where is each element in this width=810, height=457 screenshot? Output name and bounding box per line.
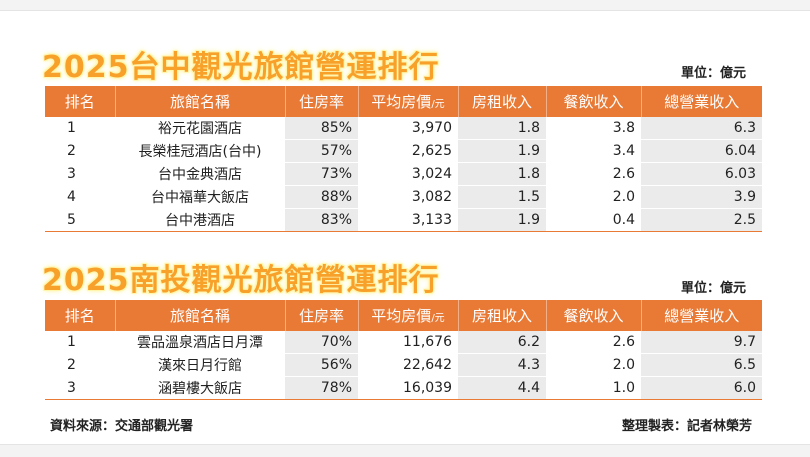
table-row: 3 台中金典酒店 73% 3,024 1.8 2.6 6.03 bbox=[45, 162, 762, 186]
top-border bbox=[0, 0, 810, 11]
cell-occupancy: 56% bbox=[285, 353, 358, 377]
cell-total-revenue: 6.04 bbox=[641, 139, 762, 163]
cell-occupancy: 83% bbox=[285, 208, 358, 232]
taichung-title: 2025台中觀光旅館營運排行 bbox=[42, 50, 440, 85]
cell-food-revenue: 0.4 bbox=[546, 208, 641, 232]
cell-food-revenue: 3.4 bbox=[546, 139, 641, 163]
header-rank: 排名 bbox=[45, 300, 116, 331]
cell-rank: 2 bbox=[45, 139, 115, 163]
cell-rank: 5 bbox=[45, 208, 115, 232]
table-row: 3 涵碧樓大飯店 78% 16,039 4.4 1.0 6.0 bbox=[45, 376, 762, 400]
cell-avg-price: 3,970 bbox=[358, 117, 458, 140]
header-total-revenue: 總營業收入 bbox=[641, 86, 762, 117]
cell-avg-price: 3,082 bbox=[358, 185, 458, 209]
nantou-table-body: 1 雲品溫泉酒店日月潭 70% 11,676 6.2 2.6 9.7 2 漢來日… bbox=[45, 331, 762, 400]
cell-food-revenue: 2.6 bbox=[546, 331, 641, 354]
header-room-revenue: 房租收入 bbox=[458, 86, 547, 117]
taichung-unit-label: 單位：億元 bbox=[680, 66, 746, 81]
cell-avg-price: 22,642 bbox=[358, 353, 458, 377]
cell-hotel-name: 雲品溫泉酒店日月潭 bbox=[115, 331, 285, 354]
cell-avg-price: 11,676 bbox=[358, 331, 458, 354]
cell-food-revenue: 2.0 bbox=[546, 185, 641, 209]
cell-avg-price: 3,133 bbox=[358, 208, 458, 232]
cell-room-revenue: 1.9 bbox=[458, 208, 546, 232]
cell-hotel-name: 涵碧樓大飯店 bbox=[115, 376, 285, 400]
header-rank: 排名 bbox=[45, 86, 116, 117]
header-avg-price-unit: /元 bbox=[431, 99, 445, 110]
cell-occupancy: 57% bbox=[285, 139, 358, 163]
nantou-unit-label: 單位：億元 bbox=[680, 281, 746, 296]
cell-room-revenue: 1.8 bbox=[458, 117, 546, 140]
cell-rank: 1 bbox=[45, 331, 115, 354]
header-avg-price: 平均房價/元 bbox=[358, 300, 459, 331]
cell-total-revenue: 9.7 bbox=[641, 331, 762, 354]
cell-total-revenue: 6.3 bbox=[641, 117, 762, 140]
cell-avg-price: 2,625 bbox=[358, 139, 458, 163]
table-row: 2 漢來日月行館 56% 22,642 4.3 2.0 6.5 bbox=[45, 353, 762, 377]
cell-rank: 1 bbox=[45, 117, 115, 140]
cell-food-revenue: 2.6 bbox=[546, 162, 641, 186]
cell-total-revenue: 6.5 bbox=[641, 353, 762, 377]
cell-hotel-name: 裕元花園酒店 bbox=[115, 117, 285, 140]
table-row: 1 雲品溫泉酒店日月潭 70% 11,676 6.2 2.6 9.7 bbox=[45, 331, 762, 354]
cell-total-revenue: 6.0 bbox=[641, 376, 762, 400]
cell-hotel-name: 台中港酒店 bbox=[115, 208, 285, 232]
nantou-title: 2025南投觀光旅館營運排行 bbox=[42, 263, 440, 298]
cell-room-revenue: 4.4 bbox=[458, 376, 546, 400]
cell-total-revenue: 6.03 bbox=[641, 162, 762, 186]
header-occupancy: 住房率 bbox=[285, 86, 359, 117]
cell-rank: 4 bbox=[45, 185, 115, 209]
bottom-border bbox=[0, 444, 810, 457]
nantou-ranking-table: 排名 旅館名稱 住房率 平均房價/元 房租收入 餐飲收入 總營業收入 1 雲品溫… bbox=[45, 300, 762, 400]
cell-food-revenue: 3.8 bbox=[546, 117, 641, 140]
cell-avg-price: 16,039 bbox=[358, 376, 458, 400]
cell-occupancy: 88% bbox=[285, 185, 358, 209]
cell-hotel-name: 台中福華大飯店 bbox=[115, 185, 285, 209]
header-hotel-name: 旅館名稱 bbox=[115, 86, 286, 117]
cell-hotel-name: 長榮桂冠酒店(台中) bbox=[115, 139, 285, 163]
table-header-row: 排名 旅館名稱 住房率 平均房價/元 房租收入 餐飲收入 總營業收入 bbox=[45, 86, 762, 117]
taichung-table-body: 1 裕元花園酒店 85% 3,970 1.8 3.8 6.3 2 長榮桂冠酒店(… bbox=[45, 117, 762, 232]
cell-occupancy: 70% bbox=[285, 331, 358, 354]
header-room-revenue: 房租收入 bbox=[458, 300, 547, 331]
taichung-ranking-table: 排名 旅館名稱 住房率 平均房價/元 房租收入 餐飲收入 總營業收入 1 裕元花… bbox=[45, 86, 762, 232]
table-row: 4 台中福華大飯店 88% 3,082 1.5 2.0 3.9 bbox=[45, 185, 762, 209]
cell-occupancy: 78% bbox=[285, 376, 358, 400]
cell-food-revenue: 1.0 bbox=[546, 376, 641, 400]
header-food-revenue: 餐飲收入 bbox=[546, 86, 642, 117]
cell-total-revenue: 2.5 bbox=[641, 208, 762, 232]
cell-room-revenue: 1.9 bbox=[458, 139, 546, 163]
credit-note: 整理製表：記者林榮芳 bbox=[621, 419, 752, 434]
cell-hotel-name: 漢來日月行館 bbox=[115, 353, 285, 377]
table-header-row: 排名 旅館名稱 住房率 平均房價/元 房租收入 餐飲收入 總營業收入 bbox=[45, 300, 762, 331]
cell-room-revenue: 6.2 bbox=[458, 331, 546, 354]
header-hotel-name: 旅館名稱 bbox=[115, 300, 286, 331]
cell-hotel-name: 台中金典酒店 bbox=[115, 162, 285, 186]
cell-room-revenue: 4.3 bbox=[458, 353, 546, 377]
cell-occupancy: 85% bbox=[285, 117, 358, 140]
cell-food-revenue: 2.0 bbox=[546, 353, 641, 377]
table-row: 1 裕元花園酒店 85% 3,970 1.8 3.8 6.3 bbox=[45, 117, 762, 140]
cell-total-revenue: 3.9 bbox=[641, 185, 762, 209]
header-total-revenue: 總營業收入 bbox=[641, 300, 762, 331]
header-avg-price-label: 平均房價 bbox=[371, 93, 432, 111]
header-avg-price: 平均房價/元 bbox=[358, 86, 459, 117]
header-occupancy: 住房率 bbox=[285, 300, 359, 331]
table-row: 2 長榮桂冠酒店(台中) 57% 2,625 1.9 3.4 6.04 bbox=[45, 139, 762, 163]
cell-rank: 2 bbox=[45, 353, 115, 377]
header-food-revenue: 餐飲收入 bbox=[546, 300, 642, 331]
table-row: 5 台中港酒店 83% 3,133 1.9 0.4 2.5 bbox=[45, 208, 762, 232]
cell-room-revenue: 1.8 bbox=[458, 162, 546, 186]
cell-rank: 3 bbox=[45, 162, 115, 186]
source-note: 資料來源：交通部觀光署 bbox=[50, 419, 194, 434]
cell-avg-price: 3,024 bbox=[358, 162, 458, 186]
cell-rank: 3 bbox=[45, 376, 115, 400]
cell-occupancy: 73% bbox=[285, 162, 358, 186]
header-avg-price-unit: /元 bbox=[431, 313, 445, 324]
cell-room-revenue: 1.5 bbox=[458, 185, 546, 209]
header-avg-price-label: 平均房價 bbox=[371, 307, 432, 325]
